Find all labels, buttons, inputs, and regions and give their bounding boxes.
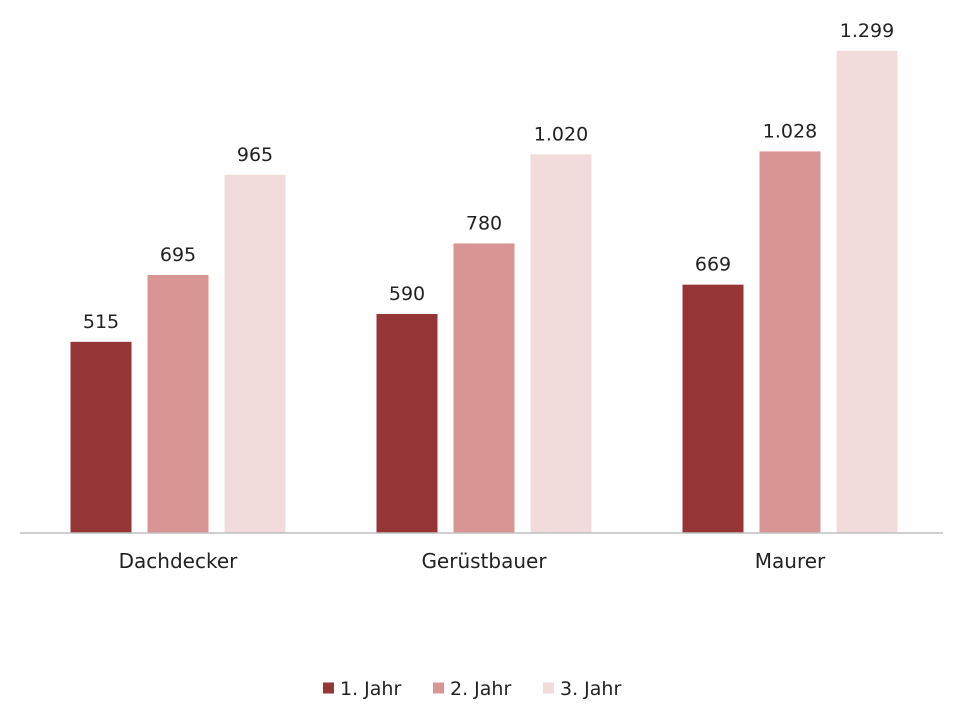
value-labels-layer: 515 695 965 590 780 1.020 669 1.028 1.299: [83, 20, 894, 333]
value-label-maurer-series-2: 1.028: [763, 120, 817, 142]
legend-label-series-2: 2. Jahr: [450, 678, 511, 700]
legend-label-series-3: 3. Jahr: [560, 678, 621, 700]
value-label-ger-stbauer-series-2: 780: [466, 212, 502, 234]
bar-maurer-series-3: [836, 50, 898, 533]
bar-maurer-series-2: [759, 151, 821, 534]
bar-dachdecker-series-1: [70, 341, 132, 533]
legend: 1. Jahr 2. Jahr 3. Jahr: [323, 678, 621, 700]
bar-dachdecker-series-2: [147, 275, 209, 533]
bars-layer: [70, 50, 898, 534]
category-label-dachdecker: Dachdecker: [119, 549, 238, 573]
category-label-maurer: Maurer: [755, 549, 826, 573]
value-label-dachdecker-series-1: 515: [83, 311, 119, 333]
bar-ger-stbauer-series-1: [376, 313, 438, 533]
value-label-dachdecker-series-3: 965: [237, 144, 273, 166]
bar-ger-stbauer-series-3: [530, 154, 592, 533]
legend-label-series-1: 1. Jahr: [340, 678, 401, 700]
legend-swatch-series-3: [543, 682, 554, 694]
category-label-ger-stbauer: Gerüstbauer: [421, 549, 547, 573]
legend-swatch-series-1: [323, 682, 334, 694]
bar-maurer-series-1: [682, 284, 744, 533]
value-label-maurer-series-1: 669: [695, 254, 731, 276]
bar-dachdecker-series-3: [224, 174, 286, 533]
value-label-maurer-series-3: 1.299: [840, 20, 894, 42]
value-label-dachdecker-series-2: 695: [160, 244, 196, 266]
value-label-ger-stbauer-series-1: 590: [389, 283, 425, 305]
bar-ger-stbauer-series-2: [453, 243, 515, 534]
category-labels-layer: Dachdecker Gerüstbauer Maurer: [119, 549, 826, 573]
value-label-ger-stbauer-series-3: 1.020: [534, 123, 588, 145]
legend-swatch-series-2: [433, 682, 444, 694]
